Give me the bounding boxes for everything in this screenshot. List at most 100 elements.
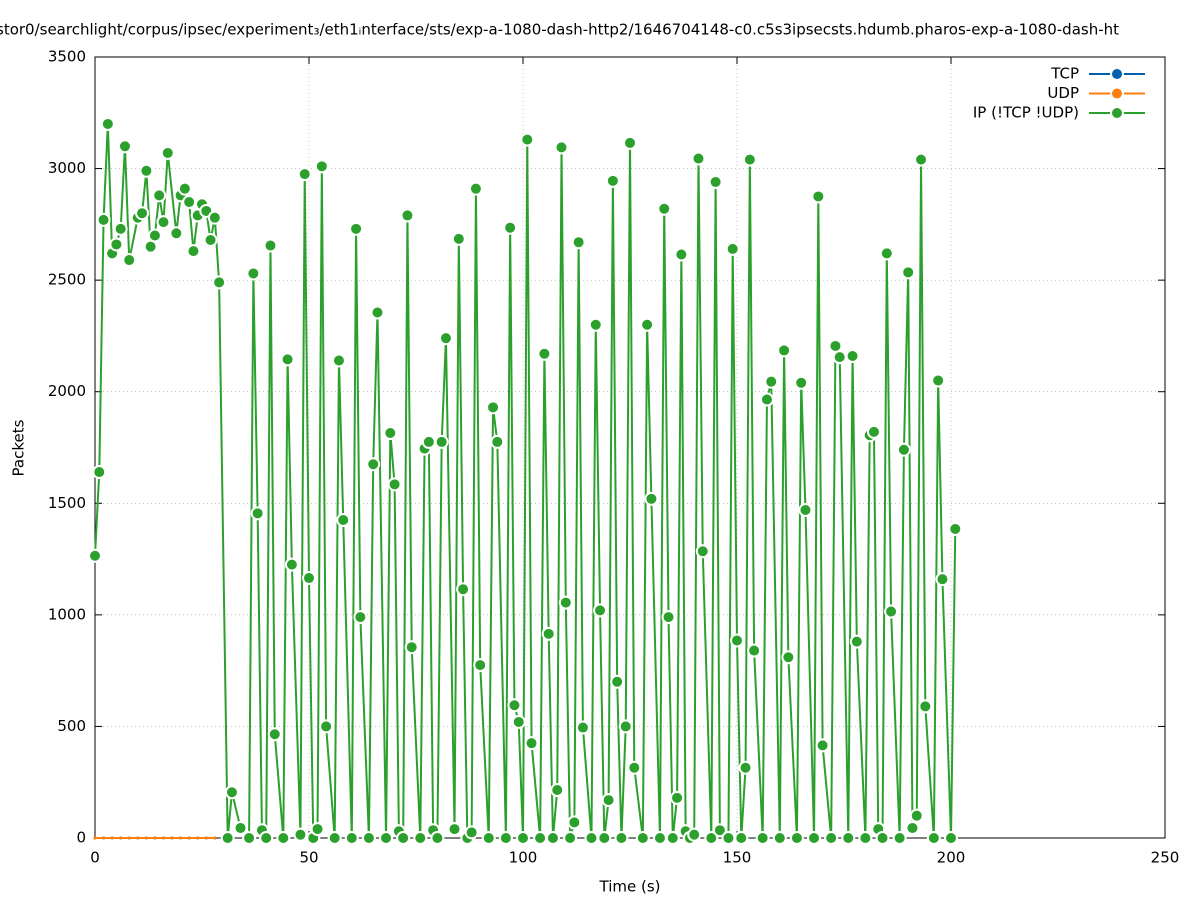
data-point	[708, 174, 723, 189]
data-point	[657, 201, 672, 216]
data-point	[948, 521, 963, 536]
data-point	[310, 822, 325, 837]
data-point	[610, 674, 625, 689]
data-point	[849, 634, 864, 649]
data-point	[297, 167, 312, 182]
data-point	[725, 241, 740, 256]
data-point	[212, 275, 227, 290]
chart-title: stor0/searchlight/corpus/ipsec/experimen…	[0, 21, 1119, 39]
data-point	[601, 793, 616, 808]
data-point	[280, 352, 295, 367]
data-point	[905, 820, 920, 835]
data-point	[314, 159, 329, 174]
x-tick-label: 200	[937, 849, 966, 867]
data-point	[220, 831, 235, 845]
data-point	[153, 836, 157, 840]
x-tick-label: 250	[1151, 849, 1180, 867]
data-point	[186, 244, 201, 259]
data-point	[498, 831, 513, 845]
data-point	[520, 132, 535, 147]
y-tick-label: 2500	[48, 271, 86, 289]
data-point	[730, 633, 744, 648]
data-point	[383, 425, 398, 440]
data-point	[764, 374, 779, 389]
data-point	[712, 823, 727, 838]
data-point	[811, 189, 826, 204]
data-point	[224, 785, 239, 800]
data-point	[179, 836, 183, 840]
data-point	[481, 831, 496, 845]
data-point	[366, 457, 381, 472]
data-point	[798, 502, 813, 517]
data-point	[169, 226, 184, 241]
data-point	[661, 610, 676, 625]
data-point	[545, 831, 560, 845]
data-point	[434, 434, 449, 449]
data-point	[824, 831, 839, 845]
y-tick-label: 0	[76, 829, 86, 847]
data-point	[127, 836, 131, 840]
data-point	[640, 317, 655, 332]
data-point	[704, 831, 719, 845]
data-point	[161, 836, 165, 840]
data-point	[490, 434, 505, 449]
data-point	[196, 836, 200, 840]
data-point	[695, 544, 710, 559]
data-point	[160, 145, 175, 160]
data-point	[233, 820, 248, 835]
x-tick-label: 100	[509, 849, 538, 867]
data-point	[691, 151, 706, 166]
data-point	[263, 238, 278, 253]
y-tick-label: 3000	[48, 159, 86, 177]
data-point	[147, 228, 162, 243]
data-point	[213, 836, 217, 840]
data-point	[845, 349, 860, 364]
data-point	[789, 831, 804, 845]
data-point	[293, 827, 308, 842]
data-point	[119, 836, 123, 840]
data-point	[284, 557, 299, 572]
data-point	[302, 571, 316, 586]
data-point	[584, 831, 599, 845]
data-point	[554, 140, 569, 155]
data-point	[170, 836, 174, 840]
y-tick-label: 1000	[48, 605, 86, 623]
data-point	[430, 831, 445, 845]
data-point	[537, 346, 552, 361]
data-point	[259, 831, 274, 845]
data-point	[207, 210, 222, 225]
data-point	[618, 719, 633, 734]
data-point	[567, 815, 582, 830]
data-point	[593, 603, 608, 618]
data-point	[533, 831, 548, 845]
data-point	[404, 640, 419, 655]
y-tick-label: 2000	[48, 382, 86, 400]
data-point	[349, 221, 364, 236]
data-point	[507, 698, 522, 713]
data-point	[516, 831, 530, 845]
data-point	[503, 220, 518, 235]
data-point	[102, 836, 106, 840]
legend-marker	[1110, 67, 1124, 81]
data-point	[879, 246, 894, 261]
data-point	[563, 831, 578, 845]
data-point	[738, 760, 753, 775]
data-point	[344, 831, 359, 845]
data-point	[644, 491, 659, 506]
data-point	[486, 400, 501, 415]
data-point	[571, 235, 586, 250]
data-point	[379, 831, 394, 845]
data-point	[550, 783, 565, 798]
data-point	[597, 831, 612, 845]
data-point	[109, 237, 124, 252]
data-point	[858, 831, 873, 845]
data-point	[807, 831, 822, 845]
y-tick-label: 1500	[48, 494, 86, 512]
legend-label: IP (!TCP !UDP)	[973, 104, 1079, 122]
legend-label: TCP	[1050, 65, 1079, 83]
data-point	[135, 206, 150, 221]
data-point	[841, 831, 856, 845]
data-point	[438, 331, 453, 346]
data-point	[931, 373, 946, 388]
